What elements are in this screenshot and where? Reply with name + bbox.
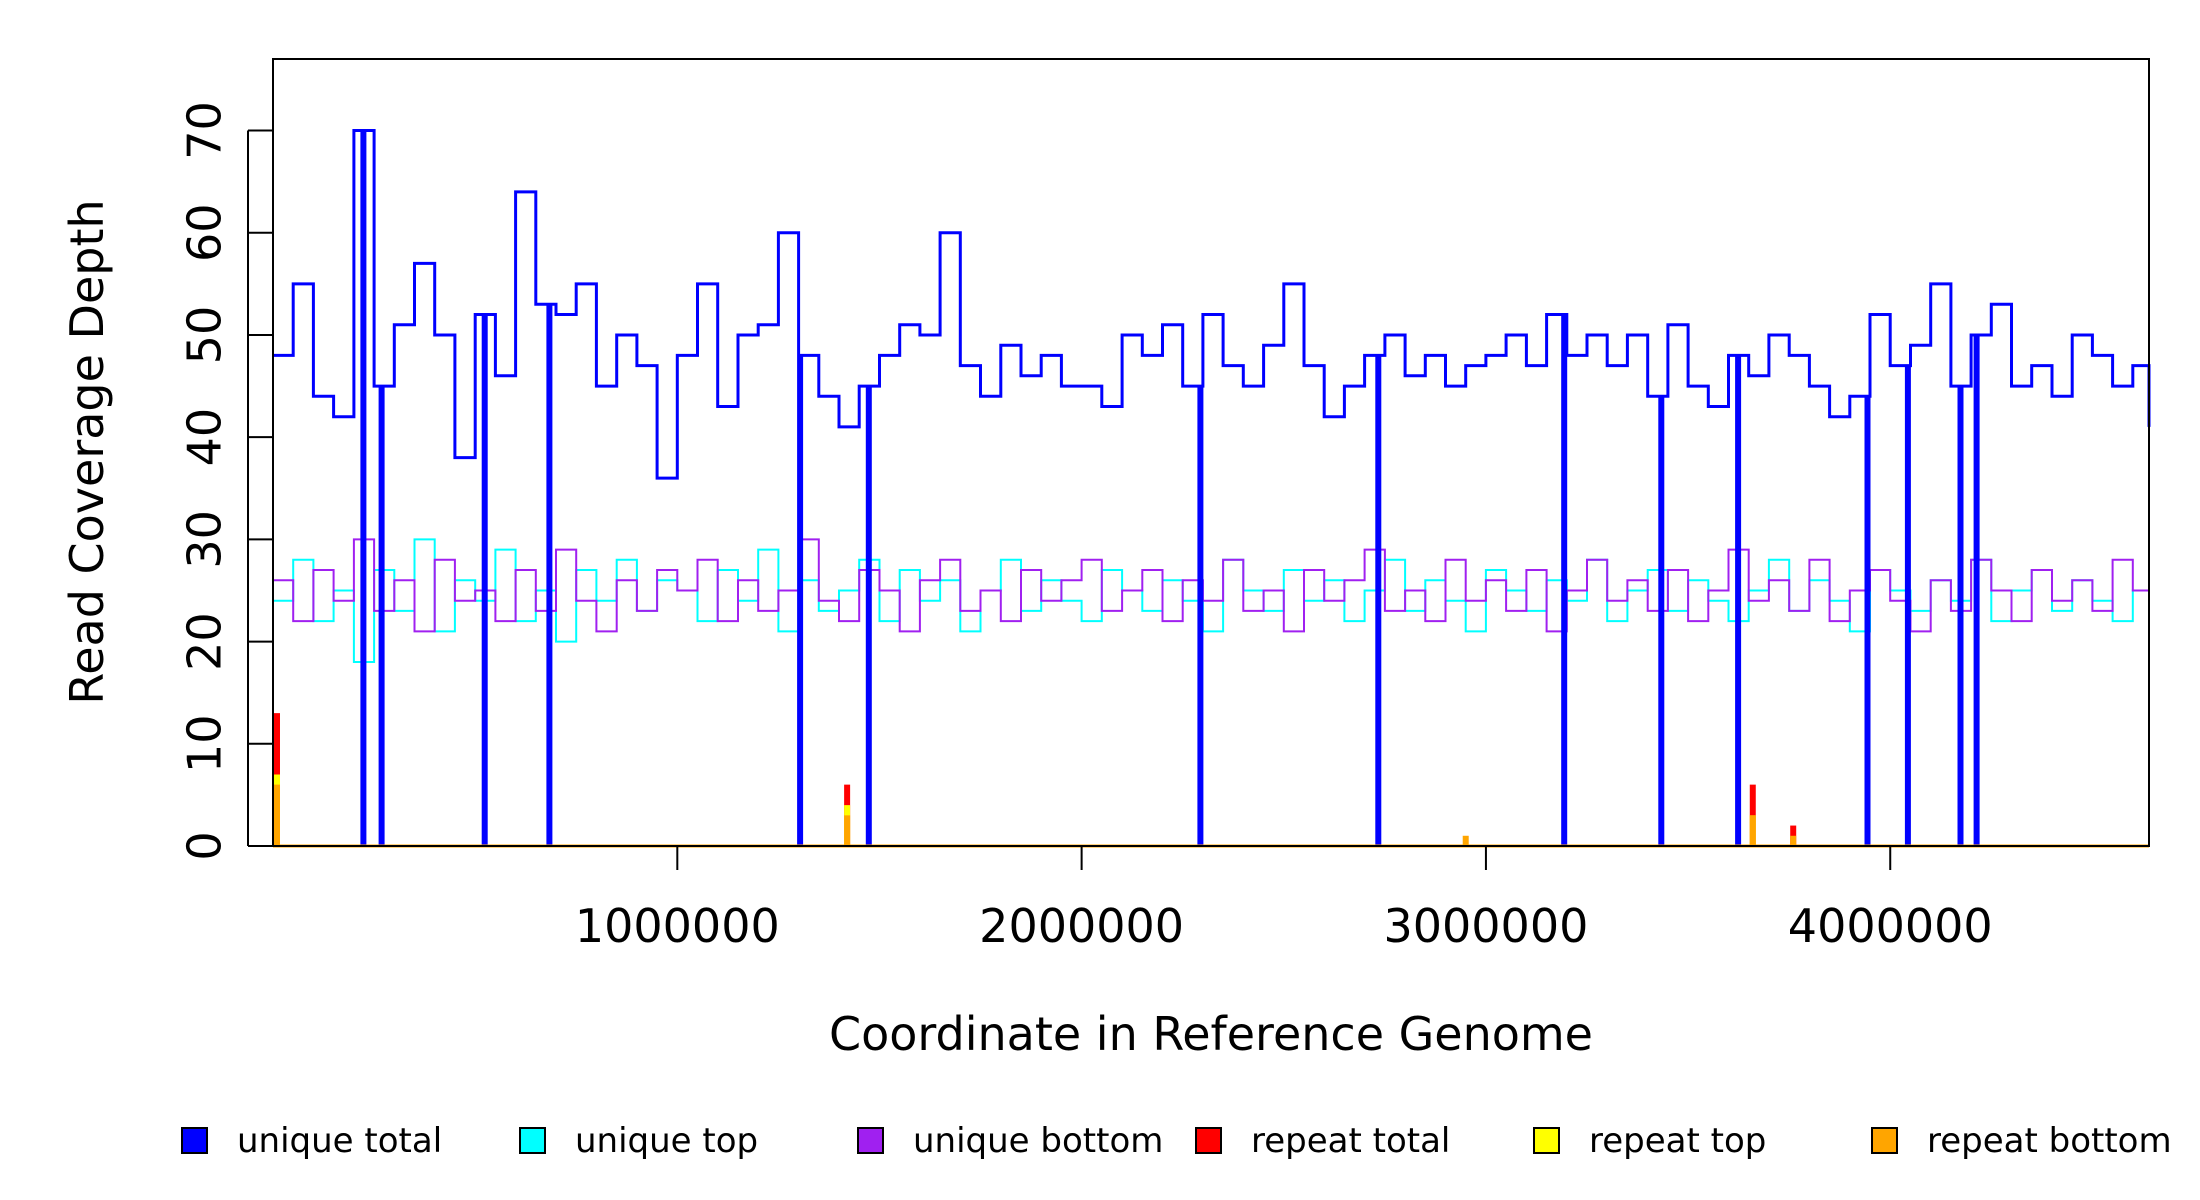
legend-swatch [1533, 1127, 1560, 1154]
legend-swatch [857, 1127, 884, 1154]
y-tick-label: 20 [178, 612, 232, 671]
legend-label: unique bottom [913, 1121, 1163, 1161]
y-tick-label: 10 [178, 715, 232, 774]
x-tick-label: 3000000 [1383, 899, 1588, 953]
legend-swatch [1195, 1127, 1222, 1154]
series-line-unique-total [273, 129, 2151, 848]
y-tick-label: 70 [178, 101, 232, 160]
x-tick-label: 2000000 [979, 899, 1184, 953]
y-tick-label: 50 [178, 306, 232, 365]
legend-swatch [181, 1127, 208, 1154]
y-axis-title: Read Coverage Depth [60, 199, 114, 704]
legend-swatch [1871, 1127, 1898, 1154]
x-tick-label: 4000000 [1788, 899, 1993, 953]
legend-label: repeat bottom [1927, 1121, 2172, 1161]
y-tick-label: 40 [178, 408, 232, 467]
x-axis-title: Coordinate in Reference Genome [829, 1007, 1593, 1061]
y-axis: 0 10 20 30 40 50 60 70 [178, 101, 273, 861]
legend-label: repeat top [1589, 1121, 1766, 1161]
legend-label: repeat total [1251, 1121, 1450, 1161]
y-tick-label: 30 [178, 510, 232, 569]
legend-swatch [519, 1127, 546, 1154]
legend-label: unique total [237, 1121, 442, 1161]
x-axis: 1000000 2000000 3000000 4000000 [575, 845, 1993, 953]
x-tick-label: 1000000 [575, 899, 780, 953]
legend-label: unique top [575, 1121, 758, 1161]
legend: unique total unique top unique bottom repea… [181, 1121, 2172, 1161]
series-layer [273, 129, 2151, 848]
y-tick-label: 60 [178, 203, 232, 262]
y-tick-label: 0 [178, 831, 232, 860]
